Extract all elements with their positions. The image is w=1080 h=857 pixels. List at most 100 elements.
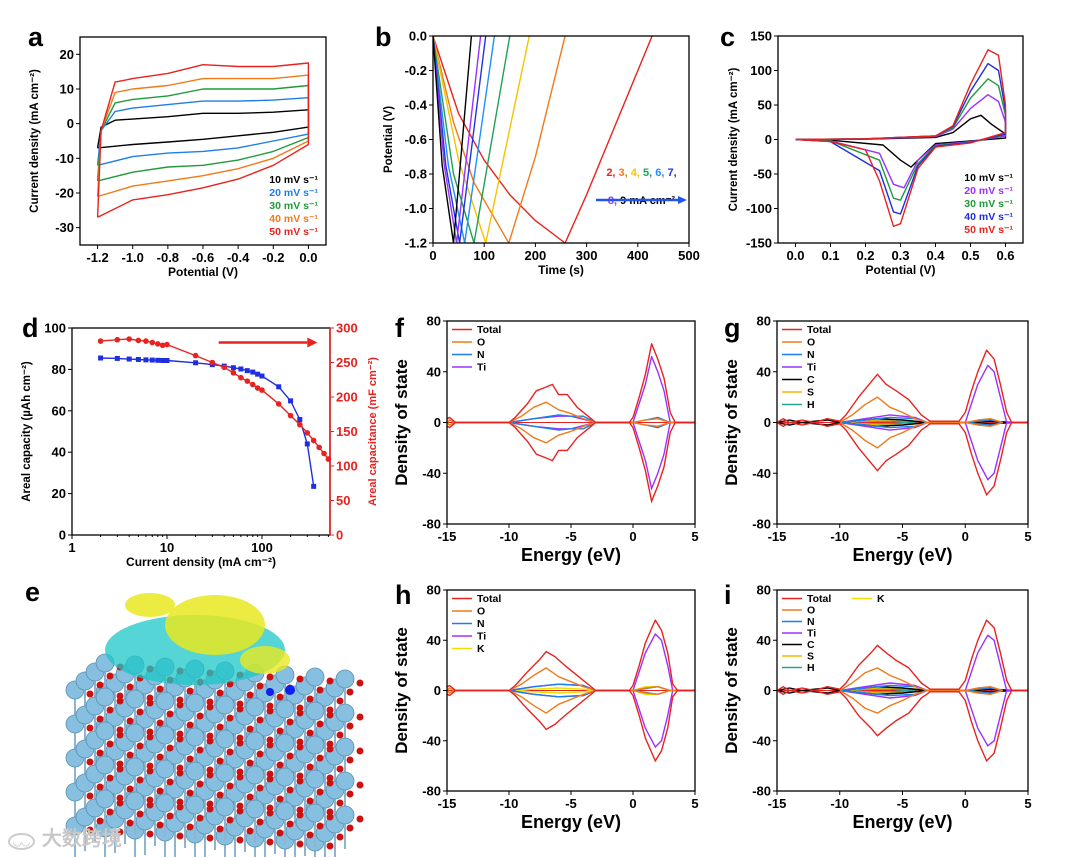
- x-tick-label: 5: [1024, 796, 1031, 811]
- oxygen-atom: [236, 734, 244, 742]
- data-point: [275, 401, 282, 407]
- y-axis-label: Density of state: [392, 627, 411, 754]
- oxygen-atom: [176, 764, 184, 772]
- oxygen-atom: [216, 757, 224, 765]
- series-line-Ti: [839, 364, 1028, 424]
- oxygen-atom: [126, 717, 134, 725]
- y2-tick-label: 0: [336, 528, 343, 543]
- x-tick-label: 200: [525, 248, 547, 263]
- titanium-atom: [215, 695, 235, 715]
- oxygen-atom: [346, 756, 354, 764]
- legend-entry: Total: [477, 324, 501, 336]
- y-axis-label: Areal capacity (µAh cm⁻²): [21, 361, 33, 502]
- oxygen-atom: [116, 794, 124, 802]
- x-axis-label: Current density (mA cm⁻²): [126, 555, 276, 569]
- oxygen-atom: [236, 768, 244, 776]
- x-tick-label: 500: [678, 248, 700, 263]
- legend-b-arrow: [594, 182, 689, 204]
- oxygen-atom: [206, 737, 214, 745]
- oxygen-atom: [176, 798, 184, 806]
- titanium-atom: [185, 693, 205, 713]
- x-tick-label: 0.0: [299, 250, 317, 265]
- y-tick-label: 0: [434, 415, 441, 430]
- series-line-spin-down: [447, 689, 695, 763]
- oxygen-atom: [136, 810, 144, 818]
- x-tick-label: -0.4: [227, 250, 250, 265]
- oxygen-atom: [146, 830, 154, 838]
- titanium-atom: [305, 701, 325, 721]
- titanium-atom: [335, 805, 355, 825]
- legend-entry: N: [477, 618, 485, 630]
- oxygen-atom: [156, 685, 164, 693]
- oxygen-atom: [276, 727, 284, 735]
- x-tick-label: -0.6: [192, 250, 214, 265]
- oxygen-atom: [356, 781, 364, 789]
- titanium-atom: [155, 725, 175, 745]
- y-tick-label: 40: [427, 633, 441, 648]
- series-line-20mVs: [795, 93, 1007, 189]
- legend-entry: 10 mV s⁻¹: [964, 172, 1013, 184]
- x-tick-label: 0.6: [996, 248, 1014, 263]
- x-tick-label: 400: [627, 248, 649, 263]
- series-line-Ti: [839, 634, 1028, 692]
- series-line-Total: [447, 619, 695, 692]
- legend-entry: 40 mV s⁻¹: [964, 211, 1013, 223]
- titanium-atom: [215, 797, 235, 817]
- oxygen-atom: [196, 746, 204, 754]
- y-tick-label: -10: [55, 151, 74, 166]
- oxygen-atom: [176, 696, 184, 704]
- data-point: [304, 441, 310, 447]
- oxygen-atom: [326, 842, 334, 850]
- oxygen-atom: [336, 833, 344, 841]
- y-tick-label: 0: [434, 683, 441, 698]
- legend-entry: O: [477, 606, 485, 618]
- legend-entry: Ti: [807, 362, 816, 374]
- x-tick-label: -10: [500, 796, 519, 811]
- titanium-atom: [335, 771, 355, 791]
- oxygen-atom: [96, 749, 104, 757]
- data-point: [98, 355, 104, 361]
- y-tick-label: 20: [52, 486, 66, 501]
- oxygen-atom: [146, 762, 154, 770]
- x-tick-label: 5: [691, 529, 698, 544]
- data-point: [249, 381, 256, 388]
- oxygen-atom: [266, 804, 274, 812]
- plot-area-g: [777, 349, 1028, 497]
- series-line-Total: [777, 349, 1028, 424]
- data-point: [164, 341, 170, 348]
- x-tick-label: -10: [830, 529, 849, 544]
- titanium-atom: [305, 667, 325, 687]
- oxygen-atom: [176, 803, 184, 811]
- oxygen-atom: [156, 719, 164, 727]
- oxygen-atom: [86, 690, 94, 698]
- oxygen-atom: [226, 748, 234, 756]
- x-axis-label: Energy (eV): [521, 812, 621, 832]
- data-point: [230, 370, 237, 376]
- data-point: [304, 430, 311, 436]
- titanium-atom: [95, 687, 115, 707]
- oxygen-atom: [256, 784, 264, 792]
- oxygen-atom: [196, 814, 204, 822]
- oxygen-atom: [106, 672, 114, 680]
- x-axis-label: Potential (V): [865, 263, 935, 277]
- oxygen-atom: [256, 818, 264, 826]
- y-tick-label: -40: [752, 733, 771, 748]
- oxygen-atom: [266, 775, 274, 783]
- oxygen-atom: [306, 695, 314, 703]
- oxygen-atom: [266, 673, 274, 681]
- oxygen-atom: [356, 747, 364, 755]
- legend-b-value: 7,: [667, 167, 677, 179]
- data-point: [135, 356, 141, 362]
- data-point: [287, 412, 294, 419]
- y-tick-label: 150: [750, 29, 772, 44]
- y-axis-label: Current density (mA cm⁻²): [29, 69, 41, 213]
- x-tick-label: 0: [429, 248, 436, 263]
- data-point: [259, 373, 265, 379]
- plot-area-h: [447, 619, 695, 763]
- axes-frame: [71, 327, 331, 536]
- data-point: [296, 421, 303, 428]
- y-tick-label: -40: [752, 466, 771, 481]
- x-tick-label: 1: [68, 540, 75, 555]
- legend-entry: 30 mV s⁻¹: [269, 200, 318, 212]
- y-tick-label: -100: [746, 201, 772, 216]
